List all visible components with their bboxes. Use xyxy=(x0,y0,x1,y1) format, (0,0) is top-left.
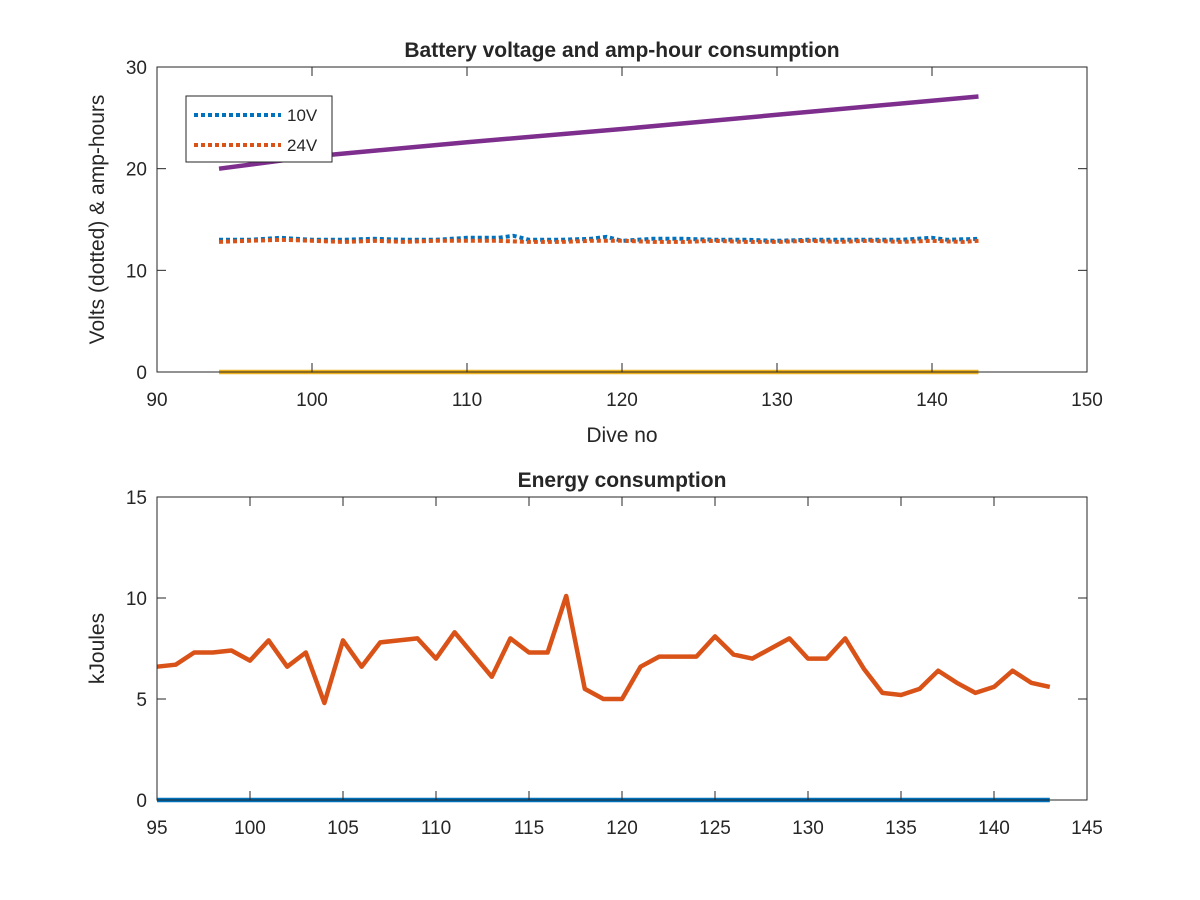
series-line-24v xyxy=(218,237,979,244)
voltage-chart-ticks: 90 100 110 120 130 140 150 0 10 20 30 xyxy=(126,58,1103,411)
y-tick-label: 10 xyxy=(126,261,147,282)
x-tick-label: 140 xyxy=(978,818,1010,839)
x-tick-label: 125 xyxy=(699,818,731,839)
y-tick-label: 20 xyxy=(126,160,147,181)
voltage-chart-y-axis-label: Volts (dotted) & amp-hours xyxy=(86,95,109,345)
x-tick-label: 120 xyxy=(606,390,638,411)
energy-chart-y-axis-label: kJoules xyxy=(86,613,109,684)
y-tick-label: 5 xyxy=(136,690,147,711)
voltage-chart-title: Battery voltage and amp-hour consumption xyxy=(404,39,839,62)
energy-chart-title: Energy consumption xyxy=(518,469,727,492)
x-tick-label: 145 xyxy=(1071,818,1103,839)
voltage-chart-legend: 10V 24V xyxy=(185,95,333,163)
x-tick-label: 135 xyxy=(885,818,917,839)
y-tick-label: 15 xyxy=(126,488,147,509)
y-tick-label: 0 xyxy=(136,363,147,384)
x-tick-label: 115 xyxy=(514,818,544,839)
x-tick-label: 120 xyxy=(606,818,638,839)
legend-label-10v: 10V xyxy=(287,106,318,125)
energy-chart: 95 100 105 110 115 120 125 130 135 140 145 0 5 10 15 E… xyxy=(86,469,1103,839)
voltage-chart-x-axis-label: Dive no xyxy=(586,424,657,447)
x-tick-label: 140 xyxy=(916,390,948,411)
x-tick-label: 95 xyxy=(146,818,167,839)
y-tick-label: 30 xyxy=(126,58,147,79)
legend-box xyxy=(185,95,333,163)
x-tick-label: 100 xyxy=(234,818,266,839)
legend-label-24v: 24V xyxy=(287,136,318,155)
x-tick-label: 130 xyxy=(761,390,793,411)
x-tick-label: 90 xyxy=(146,390,167,411)
y-tick-label: 0 xyxy=(136,791,147,812)
x-tick-label: 100 xyxy=(296,390,328,411)
x-tick-label: 110 xyxy=(452,390,482,411)
x-tick-label: 130 xyxy=(792,818,824,839)
voltage-chart: 90 100 110 120 130 140 150 0 10 20 30 Battery volt… xyxy=(86,39,1103,447)
x-tick-label: 105 xyxy=(327,818,359,839)
energy-chart-ticks: 95 100 105 110 115 120 125 130 135 140 145 0 5 10 15 xyxy=(126,488,1103,839)
x-tick-label: 150 xyxy=(1071,390,1103,411)
y-tick-label: 10 xyxy=(126,589,147,610)
x-tick-label: 110 xyxy=(421,818,451,839)
series-line-energy-1 xyxy=(156,593,1051,706)
series-line-10v xyxy=(219,233,979,243)
